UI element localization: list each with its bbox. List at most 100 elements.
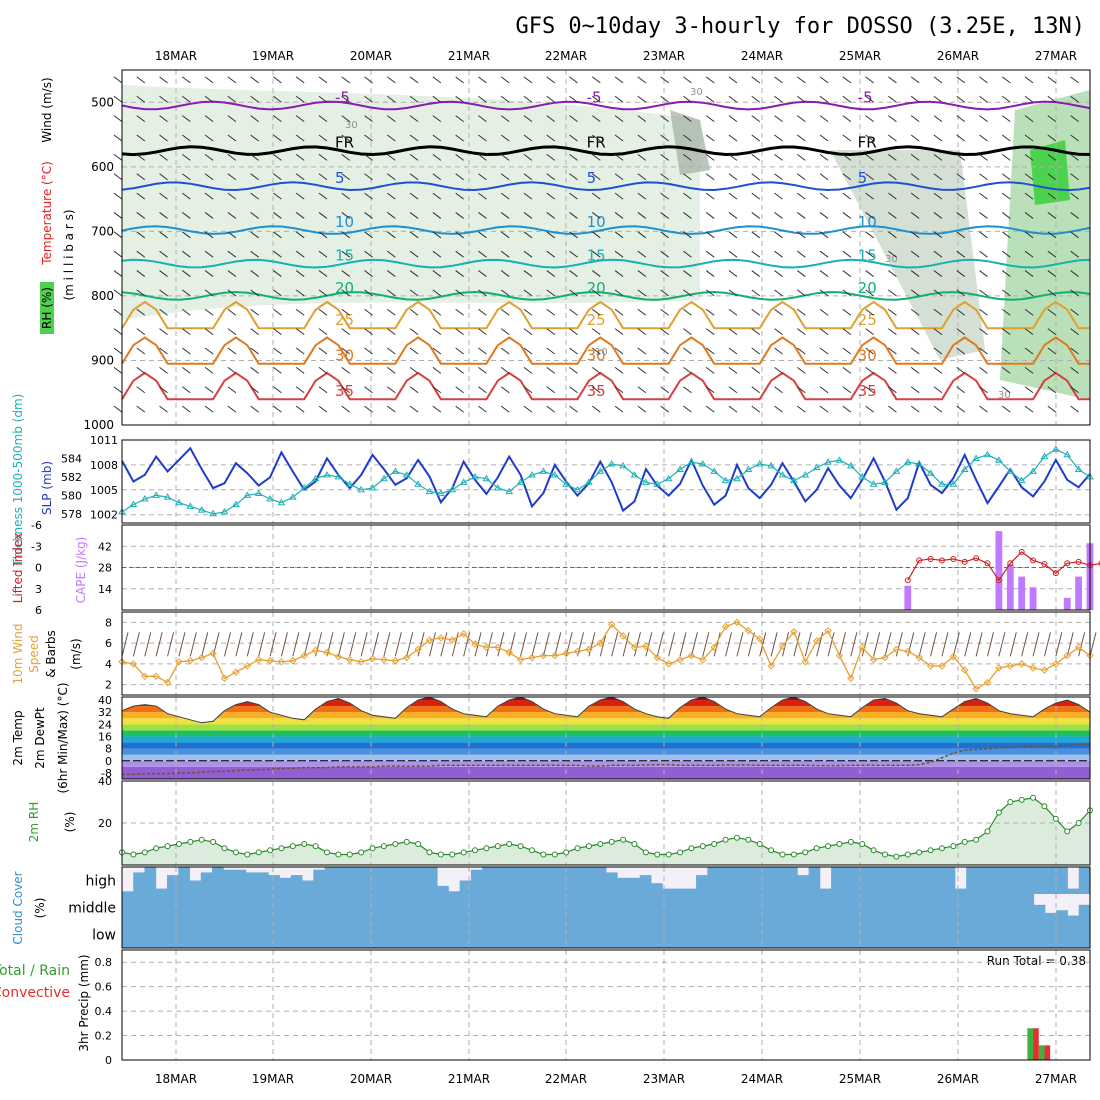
wind-barb (387, 366, 396, 374)
cape-tick-label: 42 (98, 540, 112, 553)
wind-barb-10m (132, 632, 140, 657)
wind-speed-point (220, 674, 229, 683)
wind-barb (614, 115, 624, 123)
wind-barb (432, 115, 442, 123)
wind-barb (432, 270, 442, 277)
wind-tick-label: 8 (105, 616, 112, 629)
wind-barb (614, 347, 624, 355)
wind-barb (705, 347, 715, 355)
wind-barb (819, 289, 829, 297)
wind-barb (273, 250, 282, 258)
wind-10m-axis-label: 10m Wind (11, 624, 25, 685)
wind-barb (865, 192, 874, 200)
rh-2m-point (836, 841, 843, 847)
wind-barb (113, 76, 123, 84)
lifted-index-axis-label: Lifted Index (11, 533, 25, 604)
wind-barb (819, 134, 829, 142)
cloud-cell (234, 921, 247, 948)
wind-barb (569, 95, 578, 103)
isotherm-line (121, 300, 1090, 330)
cloud-cell (1033, 867, 1046, 894)
thickness-point (277, 498, 286, 506)
wind-barb (409, 76, 419, 84)
thickness-point (915, 460, 924, 467)
wind-barb (796, 250, 806, 258)
cloud-cell (606, 921, 618, 948)
slp-panel-frame (121, 439, 1091, 524)
cloud-cell (943, 921, 956, 948)
wind-barb (250, 76, 259, 84)
cloud-cell (369, 921, 382, 948)
wind-barb (409, 134, 419, 142)
wind-barb (409, 212, 419, 219)
wind-barb-10m (998, 632, 1006, 657)
date-label-bottom: 26MAR (937, 1072, 979, 1086)
wind-barb-10m (440, 632, 448, 657)
wind-speed-point (790, 628, 798, 636)
wind-barb (318, 192, 328, 200)
wind-speed-point (505, 648, 513, 657)
wind-barb (1001, 231, 1011, 239)
wind-speed-point (812, 637, 821, 645)
wind-barb (660, 386, 669, 394)
wind-barb (546, 115, 556, 123)
wind-barb (432, 212, 442, 219)
wind-speed-point (1040, 666, 1049, 674)
wind-barb (728, 134, 738, 142)
wind-barb (113, 173, 123, 181)
wind-barb (455, 250, 464, 258)
rh-2m-point (506, 841, 513, 847)
cloud-cell (324, 894, 337, 921)
thickness-point (539, 467, 548, 474)
wind-barb (728, 212, 738, 219)
wind-barb (683, 115, 692, 123)
slp-tick-label: 1005 (90, 484, 118, 497)
wind-barb-10m (394, 632, 402, 657)
wind-barb-10m (702, 632, 710, 657)
rh-panel-frame (121, 780, 1091, 866)
cloud-cell (504, 867, 517, 894)
wind-barb (364, 95, 373, 103)
wind-barb (1070, 270, 1079, 277)
wind-barb (910, 95, 920, 103)
cloud-cell (1056, 910, 1068, 921)
lifted-index-point (1030, 557, 1037, 564)
wind-barb (387, 95, 396, 103)
cloud-cell (988, 867, 1001, 894)
wind-barb (455, 192, 464, 200)
cloud-cell (470, 869, 483, 894)
wind-barb-10m (189, 632, 197, 657)
rh-2m-point (938, 845, 945, 852)
wind-speed-point (1074, 643, 1083, 651)
cloud-cell (808, 921, 821, 948)
wind-barb (409, 173, 419, 181)
date-label-bottom: 27MAR (1035, 1072, 1077, 1086)
cloud-cell (268, 921, 280, 948)
wind-barb (705, 173, 715, 181)
wind-barb (1047, 115, 1057, 123)
wind-barb (204, 405, 214, 413)
rh-2m-point (175, 841, 182, 847)
wind-barb (295, 405, 305, 413)
thickness-point (368, 483, 377, 491)
wind-barb (910, 115, 920, 123)
wind-barb (592, 76, 601, 84)
wind-barb (387, 153, 396, 161)
cloud-cell (313, 869, 326, 894)
wind-speed-point (368, 654, 377, 663)
wind-barb (387, 328, 396, 336)
wind-barb (683, 134, 692, 142)
wind-speed-point (254, 656, 263, 664)
wind-barb (113, 231, 123, 239)
wind-barb (1047, 192, 1057, 200)
wind-barb (910, 347, 920, 355)
wind-barb (910, 250, 920, 258)
rh-2m-point (289, 843, 296, 850)
cloud-cell (797, 894, 810, 921)
rh-2m-point (528, 847, 535, 854)
cloud-axis-label: Cloud Cover (11, 871, 25, 944)
wind-barb (455, 386, 464, 394)
wind-barb-10m (725, 632, 733, 657)
temp-panel-frame (121, 696, 1091, 780)
wind-barb (774, 270, 783, 277)
